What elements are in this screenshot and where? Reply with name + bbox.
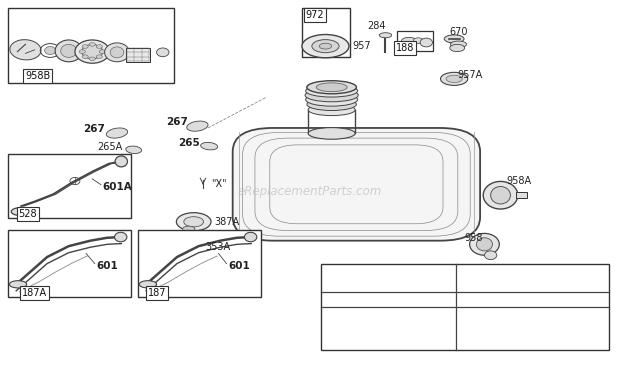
FancyBboxPatch shape (302, 8, 350, 57)
Ellipse shape (115, 232, 127, 242)
Ellipse shape (61, 44, 77, 57)
Ellipse shape (450, 41, 466, 47)
Ellipse shape (82, 44, 103, 59)
Text: 958: 958 (464, 233, 483, 243)
Text: 972: 972 (306, 10, 324, 20)
Ellipse shape (201, 142, 218, 150)
Ellipse shape (45, 46, 56, 54)
FancyBboxPatch shape (516, 192, 527, 198)
Ellipse shape (140, 281, 157, 288)
Ellipse shape (379, 33, 392, 38)
Ellipse shape (316, 83, 347, 92)
Ellipse shape (110, 47, 124, 58)
PathPatch shape (232, 128, 480, 241)
Ellipse shape (450, 44, 464, 51)
FancyBboxPatch shape (8, 8, 174, 82)
Text: 958A: 958A (507, 176, 532, 187)
Ellipse shape (157, 48, 169, 57)
Ellipse shape (177, 242, 202, 252)
Ellipse shape (307, 81, 356, 94)
Ellipse shape (402, 38, 417, 44)
Ellipse shape (312, 39, 339, 53)
Text: TANK SIZE: TANK SIZE (365, 273, 412, 283)
Text: 601: 601 (228, 261, 250, 271)
Ellipse shape (105, 43, 130, 62)
Ellipse shape (308, 104, 355, 116)
Text: 187: 187 (148, 288, 166, 298)
Ellipse shape (79, 50, 86, 53)
Ellipse shape (176, 213, 211, 231)
Ellipse shape (184, 217, 203, 227)
Text: SEE REF. 972: SEE REF. 972 (484, 314, 580, 326)
Ellipse shape (306, 85, 358, 97)
Ellipse shape (305, 89, 358, 102)
Ellipse shape (490, 187, 510, 204)
Ellipse shape (183, 245, 195, 250)
Ellipse shape (483, 181, 518, 209)
Text: 670: 670 (450, 27, 467, 36)
Ellipse shape (82, 55, 88, 58)
Ellipse shape (99, 50, 105, 53)
FancyBboxPatch shape (8, 154, 131, 218)
Text: 187A: 187A (22, 288, 47, 298)
Ellipse shape (469, 233, 499, 255)
FancyBboxPatch shape (397, 31, 433, 51)
Ellipse shape (10, 40, 41, 60)
FancyBboxPatch shape (321, 264, 609, 350)
Text: 265: 265 (178, 138, 200, 148)
Ellipse shape (9, 281, 27, 288)
Ellipse shape (306, 93, 358, 106)
Text: 267: 267 (166, 117, 187, 127)
Text: 387A: 387A (214, 217, 239, 227)
Ellipse shape (187, 121, 208, 131)
Text: 601: 601 (97, 261, 118, 271)
Text: 353A: 353A (205, 242, 230, 252)
Ellipse shape (75, 40, 110, 63)
Text: 601A: 601A (103, 182, 133, 192)
Text: 1.5 Quart (X=11/16"): 1.5 Quart (X=11/16") (344, 330, 433, 338)
Ellipse shape (11, 208, 31, 216)
Ellipse shape (89, 43, 95, 46)
Ellipse shape (107, 128, 128, 138)
Ellipse shape (182, 226, 195, 232)
Ellipse shape (307, 81, 356, 93)
Ellipse shape (441, 72, 467, 85)
Text: 1 Quart (X=5/16"): 1 Quart (X=5/16") (351, 290, 427, 299)
Text: eReplacementParts.com: eReplacementParts.com (238, 185, 382, 198)
Text: 265A: 265A (97, 142, 123, 152)
Ellipse shape (302, 35, 349, 58)
Ellipse shape (96, 45, 102, 48)
Ellipse shape (89, 57, 95, 61)
Ellipse shape (55, 40, 82, 62)
Text: 957A: 957A (457, 70, 482, 80)
Ellipse shape (307, 98, 356, 111)
Ellipse shape (414, 38, 423, 43)
Ellipse shape (446, 75, 462, 82)
FancyBboxPatch shape (138, 230, 260, 297)
FancyBboxPatch shape (126, 47, 151, 62)
Ellipse shape (319, 43, 332, 49)
Text: 958B: 958B (25, 71, 50, 81)
Text: 957: 957 (352, 41, 371, 51)
Ellipse shape (126, 146, 141, 154)
Ellipse shape (82, 45, 88, 48)
Text: 284: 284 (368, 20, 386, 31)
Text: 188: 188 (396, 43, 414, 53)
Text: COLORS: COLORS (514, 273, 551, 283)
Ellipse shape (445, 35, 464, 43)
Text: "X": "X" (211, 179, 227, 189)
Ellipse shape (115, 156, 128, 167)
Ellipse shape (484, 251, 497, 260)
Ellipse shape (96, 55, 102, 58)
Ellipse shape (420, 38, 433, 47)
Ellipse shape (308, 128, 355, 139)
Text: 528: 528 (19, 209, 37, 219)
Ellipse shape (476, 238, 492, 251)
Ellipse shape (244, 232, 257, 242)
FancyBboxPatch shape (8, 230, 131, 297)
Text: 267: 267 (82, 124, 105, 134)
